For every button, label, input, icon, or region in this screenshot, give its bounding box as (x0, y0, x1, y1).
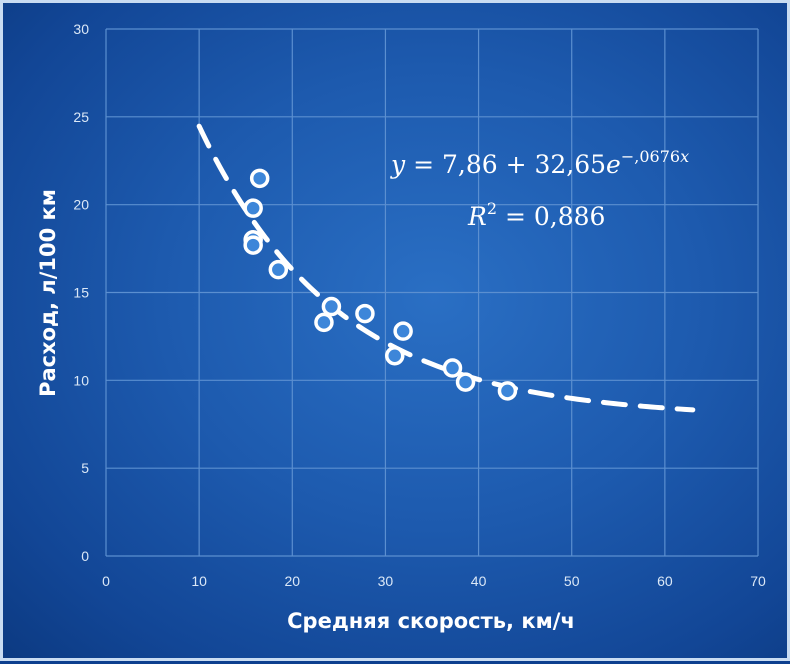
r-squared-value: = 0,886 (497, 202, 605, 231)
data-point (314, 312, 334, 333)
x-tick-label: 10 (191, 573, 207, 589)
data-point (497, 381, 518, 401)
data-point (355, 303, 375, 324)
x-tick-label: 60 (657, 573, 673, 589)
equation-main: = 7,86 + 32,65 (405, 150, 606, 179)
data-points (243, 168, 518, 401)
x-axis-title: Средняя скорость, км/ч (287, 609, 575, 633)
x-axis-ticks: 0 10 20 30 40 50 60 70 (102, 573, 766, 589)
y-tick-label: 5 (81, 460, 89, 476)
equation-exponent: −,0676 (621, 147, 680, 166)
equation-exponent-x: x (680, 147, 689, 166)
x-tick-label: 0 (102, 573, 110, 589)
data-point (268, 259, 289, 280)
data-point (321, 296, 342, 317)
y-tick-label: 30 (73, 21, 89, 37)
data-point (243, 235, 263, 255)
x-tick-label: 20 (284, 573, 300, 589)
x-tick-label: 30 (378, 573, 394, 589)
y-axis-title: Расход, л/100 км (36, 189, 60, 397)
data-point (442, 358, 463, 378)
data-point (249, 168, 270, 189)
y-tick-label: 25 (73, 109, 89, 125)
x-tick-label: 40 (471, 573, 487, 589)
y-tick-label: 10 (73, 372, 89, 388)
data-point (243, 198, 263, 218)
y-tick-label: 0 (81, 548, 89, 564)
equation-y: y (390, 150, 406, 179)
data-point (455, 372, 476, 392)
data-point (393, 321, 413, 341)
r-squared-r: R (467, 202, 487, 231)
data-point (384, 345, 405, 366)
y-axis-ticks: 0 5 10 15 20 25 30 (73, 21, 89, 564)
trendline-equation: y = 7,86 + 32,65e−,0676x (390, 147, 689, 179)
x-tick-label: 50 (564, 573, 580, 589)
grid-lines (105, 28, 759, 557)
scatter-chart: 0 10 20 30 40 50 60 70 0 5 10 15 20 25 30 Средняя ско… (36, 21, 766, 633)
y-tick-label: 20 (73, 197, 89, 213)
r-squared-label: R2 = 0,886 (467, 199, 605, 231)
x-tick-label: 70 (750, 573, 766, 589)
equation-e: e (606, 150, 621, 179)
r-squared-sup: 2 (487, 199, 497, 218)
y-tick-label: 15 (73, 285, 89, 301)
